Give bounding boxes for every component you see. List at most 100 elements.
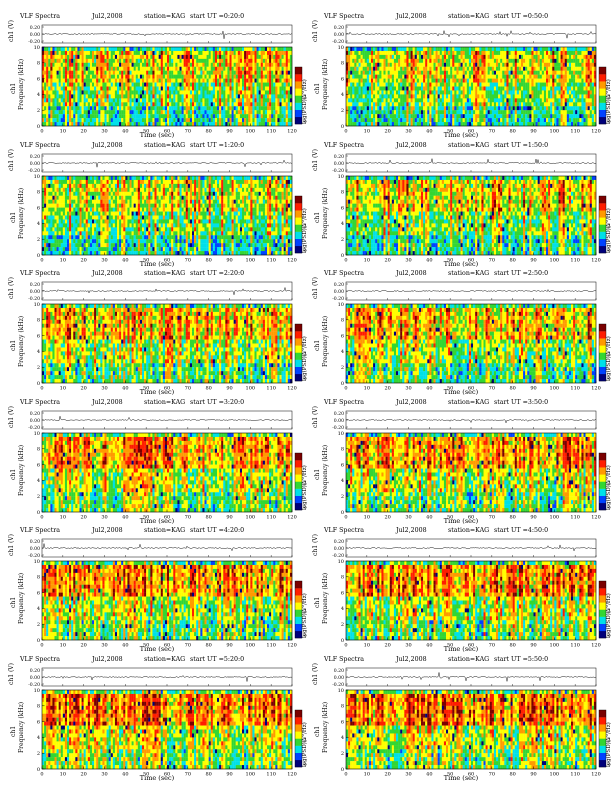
spectrogram-cell <box>475 102 478 107</box>
spectrogram-cell <box>518 66 522 71</box>
spectrogram-cell <box>360 98 363 103</box>
spectrogram-cell <box>152 106 155 111</box>
frequency-tick-label: 0 <box>37 124 40 130</box>
spectrogram-cell <box>358 47 361 52</box>
spectrogram-cell <box>48 106 51 111</box>
spectrogram-cell <box>114 54 118 59</box>
spectrogram-cell <box>485 110 488 115</box>
spectrogram-cell <box>510 94 513 99</box>
spectrogram-cell <box>283 82 286 87</box>
spectrogram-cell <box>408 47 411 52</box>
spectrogram-cell <box>450 102 453 107</box>
spectrogram-cell <box>131 74 134 79</box>
spectrogram-cell <box>429 78 432 83</box>
spectrogram-cell <box>162 94 166 99</box>
spectrogram-cell <box>560 118 563 123</box>
spectrogram-cell <box>558 47 561 52</box>
spectrogram-cell <box>458 122 461 127</box>
spectrogram-cell <box>493 54 497 59</box>
spectrogram-cell <box>404 82 407 87</box>
spectrogram-cell <box>562 122 565 127</box>
spectrogram-cell <box>273 74 276 79</box>
spectrogram-cell <box>479 102 482 107</box>
spectrogram-cell <box>481 98 484 103</box>
spectrogram-cell <box>354 78 357 83</box>
spectrogram-cell <box>418 78 422 83</box>
spectrogram-cell <box>62 114 66 119</box>
spectrogram-cell <box>431 50 434 56</box>
spectrogram-cell <box>110 110 113 115</box>
spectrogram-cell <box>593 118 597 123</box>
spectrogram-cell <box>131 98 134 103</box>
spectrogram-cell <box>575 62 578 67</box>
spectrogram-cell <box>396 54 399 59</box>
spectrogram-cell <box>581 106 584 111</box>
spectrogram-cell <box>464 66 467 71</box>
spectrogram-cell <box>260 118 263 123</box>
colorbar-swatch <box>295 74 302 82</box>
spectrogram-cell <box>539 74 542 79</box>
spectrogram-cell <box>348 62 351 67</box>
spectrogram-cell <box>546 70 549 75</box>
spectrogram-cell <box>554 47 557 52</box>
spectrogram-cell <box>560 90 563 95</box>
spectrogram-cell <box>102 102 105 107</box>
spectrogram-cell <box>46 118 49 123</box>
spectrogram-cell <box>512 47 515 52</box>
spectrogram-cell <box>414 86 417 91</box>
spectrogram-cell <box>579 118 582 123</box>
spectrogram-cell <box>100 70 103 75</box>
spectrogram-cell <box>133 66 136 71</box>
spectrogram-cell <box>468 50 472 56</box>
spectrogram-cell <box>112 114 116 119</box>
spectrogram-cell <box>204 74 207 79</box>
spectrogram-cell <box>146 54 149 59</box>
spectrogram-cell <box>254 86 257 91</box>
spectrogram-cell <box>537 74 540 79</box>
spectrogram-cell <box>404 50 407 56</box>
spectrogram-cell <box>458 110 461 115</box>
spectrogram-cell <box>187 94 191 99</box>
spectrogram-cell <box>289 74 293 79</box>
spectrogram-cell <box>398 62 401 67</box>
spectrogram-cell <box>410 118 413 123</box>
spectrogram-cell <box>73 102 76 107</box>
spectrogram-cell <box>450 47 453 52</box>
spectrogram-cell <box>414 98 417 103</box>
spectrogram-cell <box>121 70 124 75</box>
spectrogram-cell <box>96 70 99 75</box>
panel-title: VLF Spectra <box>20 12 60 22</box>
spectrogram-cell <box>371 122 374 127</box>
spectrogram-cell <box>360 102 363 107</box>
spectrogram-cell <box>541 110 545 115</box>
spectrogram-cell <box>418 50 422 56</box>
spectrogram-cell <box>56 47 59 52</box>
spectrogram-cell <box>573 118 576 123</box>
spectrogram-cell <box>189 50 193 56</box>
spectrogram-cell <box>439 47 442 52</box>
spectrogram-cell <box>350 98 353 103</box>
spectrogram-cell <box>558 86 561 91</box>
spectrogram-cell <box>125 58 128 63</box>
spectrogram-cell <box>162 62 166 67</box>
spectrogram-cell <box>571 102 574 107</box>
spectrogram-cell <box>583 54 586 59</box>
spectrogram-cell <box>556 106 559 111</box>
spectrogram-cell <box>418 82 422 87</box>
spectrogram-cell <box>108 50 111 56</box>
spectrogram-cell <box>562 106 565 111</box>
spectrogram-cell <box>92 90 95 95</box>
spectrogram-cell <box>360 110 363 115</box>
spectrogram-cell <box>473 114 476 119</box>
spectrogram-cell <box>356 122 359 127</box>
spectrogram-cell <box>554 58 557 63</box>
spectrogram-cell <box>287 78 291 83</box>
spectrogram-cell <box>219 110 222 115</box>
spectrogram-cell <box>589 114 592 119</box>
spectrogram-cell <box>368 58 372 63</box>
spectrogram-cell <box>360 47 363 52</box>
spectrogram-cell <box>571 62 574 67</box>
spectrogram-cell <box>114 94 118 99</box>
spectrogram-cell <box>548 58 551 63</box>
spectrogram-cell <box>404 118 407 123</box>
